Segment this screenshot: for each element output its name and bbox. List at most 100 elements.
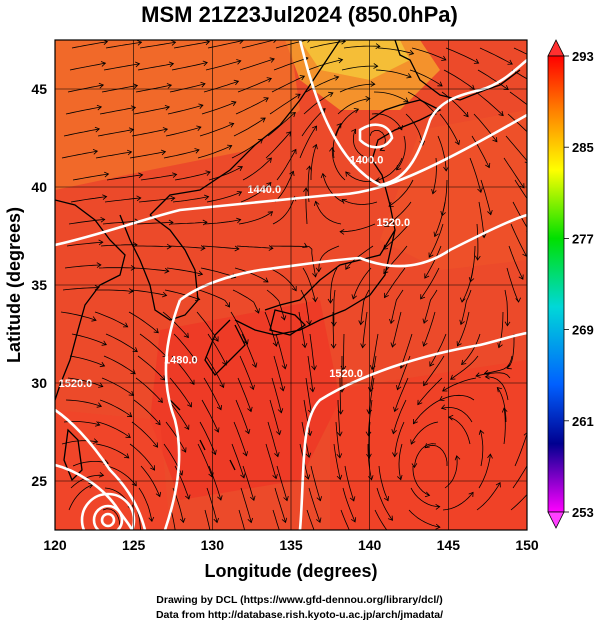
streamline-arrow — [316, 496, 322, 502]
streamline — [238, 509, 246, 530]
streamline-arrow — [312, 272, 318, 278]
streamline-arrow — [275, 430, 282, 436]
streamline — [268, 267, 297, 291]
streamline-arrow — [94, 421, 101, 427]
streamline — [269, 399, 280, 435]
streamline — [204, 219, 241, 225]
streamline-arrow — [498, 110, 504, 117]
streamline — [241, 40, 276, 49]
streamline — [71, 41, 108, 49]
streamline-arrow — [538, 84, 543, 88]
streamline — [139, 333, 168, 358]
streamline — [514, 179, 527, 200]
streamline-arrow — [126, 149, 133, 156]
streamline-arrow — [534, 109, 539, 113]
streamline — [475, 372, 511, 379]
contour-1400 — [298, 40, 527, 187]
streamline — [171, 62, 208, 71]
streamline — [172, 196, 209, 203]
streamline-arrow — [172, 172, 178, 178]
streamline — [353, 129, 369, 159]
streamline — [384, 201, 412, 227]
streamline-arrow — [281, 364, 288, 370]
streamline — [303, 399, 311, 436]
streamline — [405, 113, 424, 146]
streamline — [71, 333, 107, 346]
streamline — [67, 84, 104, 93]
streamline-arrow — [227, 144, 233, 150]
streamline-arrow — [303, 187, 309, 193]
china-coast — [55, 199, 126, 401]
streamline-arrow — [244, 428, 251, 435]
streamline — [408, 509, 440, 528]
streamline — [333, 443, 341, 480]
streamline — [207, 40, 244, 49]
streamline-arrow — [336, 474, 343, 481]
streamline — [232, 289, 260, 314]
streamline — [423, 355, 445, 386]
streamline-arrow — [312, 297, 318, 303]
streamline — [138, 197, 175, 203]
typhoon-ring-3 — [100, 512, 116, 528]
streamline-arrow — [309, 387, 316, 393]
streamline — [100, 244, 137, 247]
streamline — [241, 333, 257, 368]
streamline — [276, 149, 297, 181]
streamline-arrow — [475, 372, 481, 378]
streamline-arrow — [487, 453, 493, 459]
streamline-arrow — [166, 83, 173, 89]
streamline — [414, 443, 437, 468]
streamline-arrow — [461, 359, 467, 366]
streamline — [201, 101, 237, 115]
streamline-arrow — [331, 321, 337, 327]
streamline — [477, 69, 509, 90]
streamline-arrow — [389, 318, 395, 325]
streamline-arrow — [443, 166, 449, 172]
field-hot-patch — [150, 300, 340, 500]
streamline — [423, 311, 436, 347]
colorbar: 293 285 277 269 261 253 — [547, 39, 594, 529]
streamline-arrow — [412, 418, 418, 425]
streamline-arrow — [531, 205, 535, 210]
streamline — [205, 60, 241, 71]
streamline — [95, 151, 132, 159]
streamline-arrow — [367, 475, 374, 481]
streamline-arrow — [336, 431, 343, 437]
streamline-arrow — [194, 148, 200, 154]
streamline-arrow — [365, 431, 372, 437]
streamline — [61, 150, 98, 159]
streamline — [441, 406, 473, 423]
streamline-arrow — [157, 397, 163, 403]
streamline-arrow — [269, 57, 275, 63]
streamline-arrow — [454, 139, 460, 146]
streamline — [275, 333, 286, 369]
streamline-arrow — [360, 343, 366, 349]
streamline — [198, 289, 230, 308]
streamline-arrow — [200, 81, 206, 88]
streamline-arrow — [225, 302, 230, 308]
streamline-arrow — [202, 219, 208, 226]
streamline-arrow — [302, 242, 308, 248]
streamline-arrow — [161, 291, 168, 298]
streamline — [208, 166, 243, 181]
streamline — [360, 289, 370, 325]
x-tick-label: 120 — [43, 537, 67, 553]
streamline-arrow — [279, 386, 286, 392]
streamline — [460, 289, 472, 325]
honshu-south-coast — [234, 229, 396, 336]
streamline — [298, 311, 306, 348]
contour-label: 1440.0 — [247, 184, 281, 196]
streamline-arrow — [91, 316, 97, 322]
streamline-arrow — [341, 198, 347, 204]
streamline-arrow — [242, 451, 248, 457]
streamline — [439, 113, 460, 145]
streamline — [299, 125, 317, 159]
streamline — [367, 444, 372, 480]
streamline-arrow — [316, 539, 321, 544]
streamline — [504, 289, 508, 326]
ryukyu-islands — [169, 399, 236, 471]
streamline-arrow — [408, 49, 415, 56]
streamline-arrow — [456, 341, 462, 347]
streamline-arrow — [295, 93, 301, 99]
streamline-arrow — [345, 171, 351, 177]
